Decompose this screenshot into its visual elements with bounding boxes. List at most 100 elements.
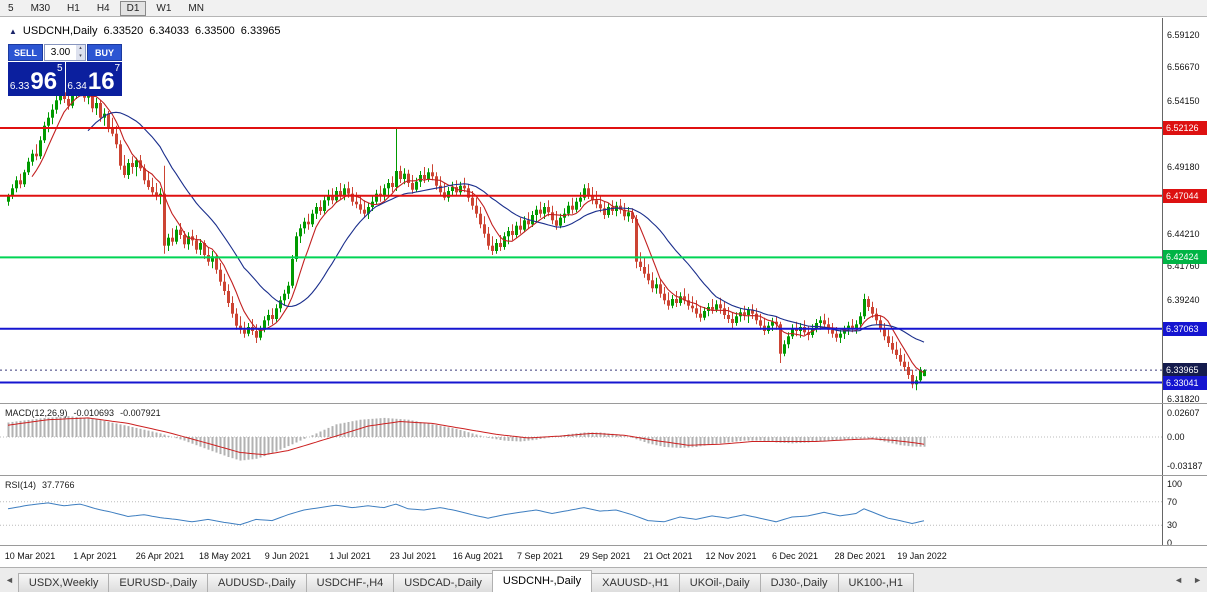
date-label: 10 Mar 2021 [4,551,56,561]
rsi-axis-label: 0 [1167,538,1173,548]
volume-increase-icon[interactable]: ▴ [79,45,82,51]
macd-axis-label: 0.00 [1167,432,1185,442]
tab-eurusd-daily[interactable]: EURUSD-,Daily [108,573,209,592]
price-level-badge: 6.52126 [1163,121,1207,135]
macd-histogram [7,416,926,461]
price-axis-label: 6.44210 [1167,228,1200,239]
date-label: 21 Oct 2021 [643,551,693,561]
volume-input[interactable]: 3.00 ▴ ▾ [44,44,86,61]
price-axis-label: 6.54150 [1167,96,1200,106]
tab-xauusd-h1[interactable]: XAUUSD-,H1 [591,573,680,592]
ohlc-low: 6.33500 [195,25,235,37]
price-axis-label: 6.49180 [1167,162,1200,173]
date-label: 28 Dec 2021 [834,551,886,561]
volume-spinner: ▴ ▾ [76,45,85,60]
price-axis-label: 6.39240 [1167,294,1200,305]
macd-signal-line [7,417,925,456]
timeframe-button-d1[interactable]: D1 [119,0,147,16]
ohlc-high: 6.34033 [149,25,190,37]
chart-area: ▲ USDCNH,Daily 6.33520 6.34033 6.33500 6… [0,18,1207,567]
date-label: 19 Jan 2022 [897,551,947,561]
buy-price-prefix: 6.34 [67,81,87,92]
price-level-badge: 6.33041 [1163,375,1207,390]
date-label: 1 Apr 2021 [73,551,117,561]
macd-axis-label: 0.02607 [1167,408,1200,419]
timeframe-button-h1[interactable]: H1 [60,1,87,16]
ohlc-close: 6.33965 [240,25,281,37]
buy-button[interactable]: BUY [87,44,122,61]
macd-pane-canvas[interactable] [0,404,1162,476]
ma-fast [31,94,925,374]
date-label: 6 Dec 2021 [771,551,819,561]
time-axis[interactable]: 10 Mar 2021 1 Apr 2021 26 Apr 2021 18 May 2… [0,546,1162,567]
sell-price-display[interactable]: 6.33 96 5 [8,62,65,96]
rsi-value: 37.7766 [42,480,75,490]
macd-value-main: -0.010693 [73,408,115,418]
rsi-axis-label: 100 [1167,479,1183,489]
time-axis-separator [0,545,1207,546]
timeframe-button-w1[interactable]: W1 [149,1,178,16]
chart-symbol-period: USDCNH,Daily [22,25,98,37]
price-level-badge: 6.42424 [1163,250,1207,265]
date-label: 16 Aug 2021 [452,551,504,561]
pane-separator[interactable] [0,475,1207,476]
sell-price-big-digits: 96 [30,68,58,95]
timeframe-button-mn[interactable]: MN [181,1,211,16]
ohlc-open: 6.33520 [103,25,144,37]
chart-title: ▲ USDCNH,Daily 6.33520 6.34033 6.33500 6… [9,25,281,37]
one-click-trading-panel: SELL 3.00 ▴ ▾ BUY 6.33 96 5 6.34 16 7 [8,44,122,96]
price-level-badge: 6.47044 [1163,188,1207,203]
rsi-name: RSI(14) [5,480,37,490]
buy-price-display[interactable]: 6.34 16 7 [65,62,122,96]
tab-usdchf-h4[interactable]: USDCHF-,H4 [305,573,395,592]
moving-averages [31,94,925,374]
candles [7,79,926,391]
timeframe-button-h4[interactable]: H4 [90,1,117,16]
date-label: 26 Apr 2021 [135,551,185,561]
tabs-scroll-prev-icon[interactable]: ◄ [1174,575,1184,585]
price-level-badge: 6.37063 [1163,321,1207,336]
rsi-label: RSI(14) 37.7766 [5,480,75,490]
macd-value-signal: -0.007921 [120,408,161,418]
tab-ukoil-daily[interactable]: UKOil-,Daily [678,573,761,592]
horizontal-lines [0,127,1162,384]
tab-uk100-h1[interactable]: UK100-,H1 [837,573,914,592]
price-level-badge: 6.33965 [1163,363,1207,378]
sell-price-prefix: 6.33 [9,81,30,92]
price-axis[interactable]: 6.59120 6.56670 6.54150 6.49180 6.44210 6.417… [1162,18,1207,548]
tabs-scroll-left-icon[interactable]: ◄ [5,575,14,585]
rsi-line [7,502,925,526]
sell-price-pip-digit: 5 [57,63,63,74]
price-chart-canvas[interactable] [0,18,1162,404]
timeframe-button-5[interactable]: 5 [1,1,21,16]
macd-axis-label: -0.03187 [1167,460,1203,471]
buy-price-big-digits: 16 [87,68,115,95]
price-axis-label: 6.59120 [1167,29,1200,40]
price-axis-label: 6.56670 [1167,62,1200,73]
pane-separator[interactable] [0,403,1207,404]
timeframe-button-m30[interactable]: M30 [24,1,57,16]
rsi-pane-canvas[interactable] [0,476,1162,546]
tab-audusd-daily[interactable]: AUDUSD-,Daily [207,573,307,592]
tabs-scroll-next-icon[interactable]: ► [1193,575,1202,585]
date-label: 9 Jun 2021 [264,551,310,561]
macd-name: MACD(12,26,9) [5,408,68,418]
date-label: 18 May 2021 [198,551,252,561]
volume-value: 3.00 [50,47,71,58]
date-label: 7 Sep 2021 [516,551,564,561]
chart-tab-bar: ◄ USDX,Weekly EURUSD-,Daily AUDUSD-,Dail… [0,567,1207,592]
sell-button[interactable]: SELL [8,44,43,61]
tab-usdcad-daily[interactable]: USDCAD-,Daily [393,573,493,592]
date-label: 23 Jul 2021 [389,551,437,561]
tab-usdcnh-daily[interactable]: USDCNH-,Daily [491,570,593,592]
timeframe-toolbar: 5 M30 H1 H4 D1 W1 MN [0,0,1207,17]
rsi-axis-label: 30 [1167,520,1178,531]
volume-decrease-icon[interactable]: ▾ [79,52,82,59]
date-label: 1 Jul 2021 [329,551,371,561]
rsi-axis-label: 70 [1167,496,1178,507]
tab-usdx-weekly[interactable]: USDX,Weekly [17,573,110,592]
date-label: 12 Nov 2021 [705,551,757,561]
tab-dj30-daily[interactable]: DJ30-,Daily [759,573,839,592]
collapse-trade-panel-icon[interactable]: ▲ [9,26,17,36]
price-axis-label: 6.31820 [1167,393,1200,404]
